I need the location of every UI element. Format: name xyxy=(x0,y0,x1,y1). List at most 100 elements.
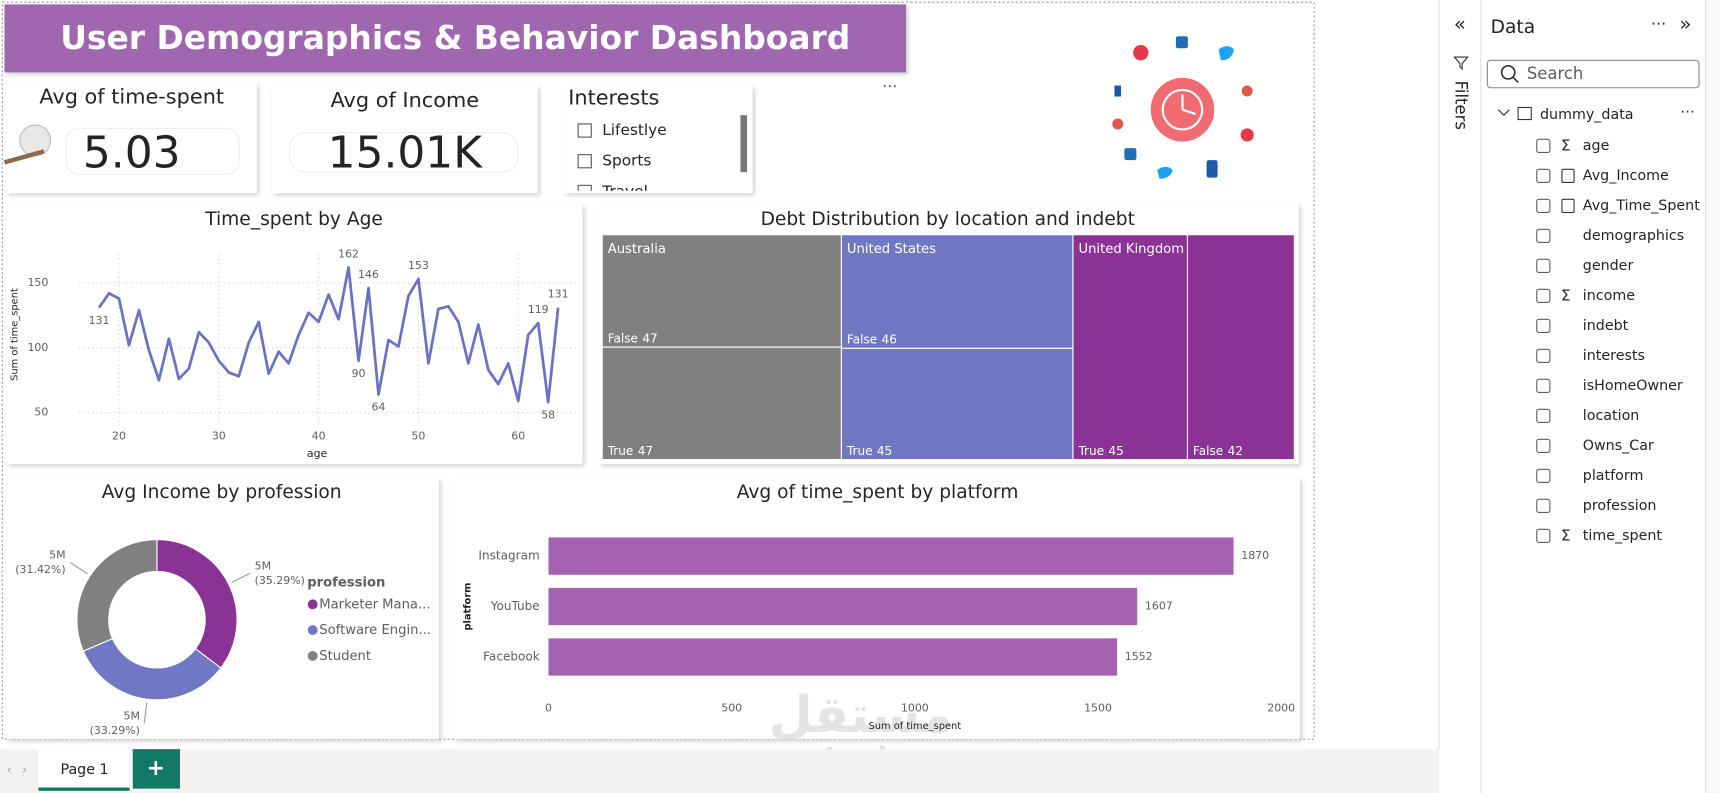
more-options[interactable]: ⋯ xyxy=(1651,15,1666,33)
filters-label[interactable]: Filters xyxy=(1451,81,1470,130)
line xyxy=(97,266,560,404)
search-icon xyxy=(1512,76,1519,83)
nav-arrow[interactable]: › xyxy=(22,763,27,778)
group-label: United States xyxy=(847,242,936,257)
icon xyxy=(1112,118,1124,130)
card-value: 5.03 xyxy=(83,128,181,179)
checkbox[interactable] xyxy=(1536,468,1551,483)
field-name[interactable]: Avg_Income xyxy=(1583,168,1669,184)
legend-label[interactable]: Software Engin... xyxy=(319,623,431,638)
icon xyxy=(1114,85,1122,97)
checkbox[interactable] xyxy=(1536,408,1551,423)
tile-name: True xyxy=(1077,443,1104,457)
slicer-item[interactable]: Sports xyxy=(602,152,651,170)
x-tick-label: 30 xyxy=(212,430,226,443)
search-icon xyxy=(1500,64,1516,80)
collapse-filters[interactable]: « xyxy=(1454,13,1466,36)
card-label: Avg of Income xyxy=(331,88,480,112)
card-value: 15.01K xyxy=(328,128,484,179)
checkbox[interactable] xyxy=(1536,288,1551,303)
data-label: 131 xyxy=(89,314,110,327)
slicer-item[interactable]: Lifestlye xyxy=(602,121,666,139)
tile-value: 46 xyxy=(882,332,897,346)
field-name[interactable]: gender xyxy=(1583,258,1634,274)
checkbox[interactable] xyxy=(1536,318,1551,333)
icon xyxy=(1206,160,1218,178)
sum-icon: Σ xyxy=(1561,526,1571,544)
checkbox[interactable] xyxy=(577,123,592,138)
search-box[interactable] xyxy=(1486,59,1700,89)
checkbox[interactable] xyxy=(1536,168,1551,184)
legend-marker xyxy=(307,599,318,610)
checkbox[interactable] xyxy=(1536,228,1551,244)
field-name[interactable]: Owns_Car xyxy=(1583,438,1654,454)
y-axis-label: Sum of time_spent xyxy=(9,288,20,381)
legend-marker xyxy=(307,625,318,636)
tile-label: True 47 xyxy=(607,443,653,457)
leader-line xyxy=(143,702,148,724)
slicer-item[interactable]: Travel xyxy=(601,182,648,200)
tile-label: False 42 xyxy=(1193,443,1243,457)
x-tick-label: 60 xyxy=(511,430,525,443)
tile-name: True xyxy=(846,443,873,457)
tab-underline xyxy=(38,787,130,791)
page-tab-label[interactable]: Page 1 xyxy=(61,762,109,778)
tab-bar xyxy=(0,749,1440,793)
add-page-button[interactable] xyxy=(132,749,180,789)
scrollbar[interactable] xyxy=(740,115,748,173)
search-placeholder[interactable]: Search xyxy=(1527,64,1583,83)
more-options[interactable]: ⋯ xyxy=(1680,104,1694,120)
x-tick-label: 1000 xyxy=(901,702,929,715)
checkbox[interactable] xyxy=(1536,198,1551,214)
field-name[interactable]: age xyxy=(1583,138,1610,154)
checkbox[interactable] xyxy=(577,154,592,169)
field-name[interactable]: time_spent xyxy=(1583,528,1663,544)
group-label: United Kingdom xyxy=(1078,242,1184,257)
table-name[interactable]: dummy_data xyxy=(1540,107,1634,123)
collapse-data[interactable]: » xyxy=(1679,13,1691,36)
checkbox[interactable] xyxy=(1536,528,1551,543)
y-tick-label: YouTube xyxy=(490,599,540,613)
x-tick-label: 50 xyxy=(411,430,425,443)
page-tab[interactable] xyxy=(38,749,130,791)
field-name[interactable]: location xyxy=(1583,408,1640,424)
checkbox[interactable] xyxy=(1536,348,1551,363)
nav-arrow[interactable]: ‹ xyxy=(7,763,12,778)
checkbox[interactable] xyxy=(1536,378,1551,393)
icon xyxy=(1124,148,1137,161)
checkbox[interactable] xyxy=(1536,258,1551,273)
add-page-icon[interactable]: + xyxy=(147,756,165,781)
watermark: مستقل xyxy=(769,685,953,744)
checkbox[interactable] xyxy=(1536,498,1551,513)
legend-label[interactable]: Marketer Mana... xyxy=(319,597,430,612)
x-tick-label: 500 xyxy=(721,702,742,715)
treemap-tile xyxy=(840,234,1074,349)
field-name[interactable]: isHomeOwner xyxy=(1583,378,1683,394)
more-options[interactable]: ⋯ xyxy=(882,77,897,95)
expand-icon[interactable] xyxy=(1497,109,1510,116)
legend-label[interactable]: Student xyxy=(319,649,371,664)
slicer-title: Interests xyxy=(568,86,659,110)
field-name[interactable]: income xyxy=(1583,288,1635,304)
field-name[interactable]: indebt xyxy=(1583,318,1629,334)
y-tick-label: Facebook xyxy=(483,649,540,663)
x-axis-label: Sum of time_spent xyxy=(869,721,962,732)
y-tick-label: 50 xyxy=(34,406,48,419)
checkbox[interactable] xyxy=(577,184,592,198)
field-name[interactable]: profession xyxy=(1583,498,1657,514)
field-name[interactable]: platform xyxy=(1583,468,1644,484)
checkbox[interactable] xyxy=(1536,138,1551,154)
icon xyxy=(1241,85,1253,97)
field-name[interactable]: Avg_Time_Spent xyxy=(1583,198,1700,214)
hand-icon xyxy=(3,149,45,165)
data-label: 90 xyxy=(352,367,366,380)
field-name[interactable]: demographics xyxy=(1583,228,1684,244)
checkbox[interactable] xyxy=(1536,438,1551,453)
field-name[interactable]: interests xyxy=(1583,348,1645,364)
chart-title: Avg Income by profession xyxy=(102,482,342,503)
data-label: 131 xyxy=(548,287,569,300)
clock-icon xyxy=(19,124,52,157)
chart-title: Avg of time_spent by platform xyxy=(737,482,1019,503)
